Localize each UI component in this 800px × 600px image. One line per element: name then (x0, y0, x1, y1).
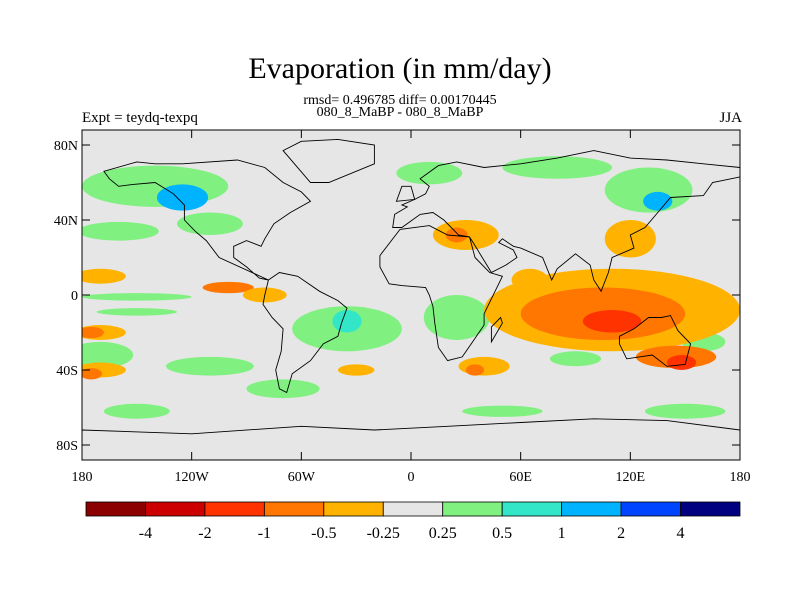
anomaly-region (643, 191, 673, 211)
anomaly-region (82, 326, 104, 339)
case-subtitle: 080_8_MaBP - 080_8_MaBP (316, 105, 484, 120)
colorbar-swatch (263, 501, 325, 517)
stats-subtitle: rmsd= 0.496785 diff= 0.00170445 (303, 93, 497, 108)
anomaly-region (82, 221, 159, 241)
anomaly-region (177, 212, 243, 235)
anomaly-region (549, 351, 602, 367)
lat-tick-label: 40S (56, 364, 78, 379)
coastline (82, 418, 740, 460)
colorbar-label: 4 (677, 525, 685, 542)
lon-tick-label: 60E (509, 470, 532, 485)
colorbar-swatch (382, 501, 444, 517)
lat-tick-label: 80N (54, 139, 78, 154)
anomaly-region (82, 268, 126, 284)
colorbar-label: -4 (139, 525, 152, 542)
anomaly-region (166, 356, 254, 376)
colorbar-swatch (620, 501, 681, 517)
coastline (103, 159, 312, 281)
anomaly-regions (82, 156, 740, 419)
coastline (490, 316, 503, 344)
colorbar-label: -1 (258, 525, 271, 542)
anomaly-region (396, 161, 463, 185)
colorbar-swatch (501, 501, 563, 517)
lon-tick-label: 180 (730, 470, 751, 485)
colorbar-swatch (145, 501, 206, 517)
colorbar-swatch (85, 501, 146, 517)
coastline (262, 272, 348, 394)
colorbar-label: 2 (617, 525, 625, 542)
anomaly-region (666, 355, 697, 370)
anomaly-region (462, 405, 543, 417)
lon-tick-label: 60W (288, 470, 316, 485)
anomaly-region (644, 403, 726, 419)
colorbar-label: -2 (198, 525, 211, 542)
lon-tick-label: 180 (72, 470, 93, 485)
coastline (282, 138, 375, 183)
lon-tick-label: 120E (616, 470, 646, 485)
coastline (392, 150, 740, 293)
lon-tick-label: 0 (408, 470, 415, 485)
colorbar-swatch (680, 501, 741, 517)
colorbar-swatch (204, 501, 265, 517)
anomaly-region (445, 227, 468, 243)
anomaly-region (465, 364, 485, 376)
colorbar-label: 0.25 (429, 525, 457, 542)
anomaly-region (332, 310, 362, 333)
lat-tick-label: 0 (71, 289, 78, 304)
anomaly-region (82, 293, 192, 301)
anomaly-region (337, 364, 375, 376)
axis-ticks: 80N 40N 0 40S 80S 180 120W 60W 0 60E 120E 180 (54, 130, 751, 485)
anomaly-region (202, 281, 254, 294)
anomaly-region (604, 220, 656, 258)
anomaly-region (458, 356, 510, 376)
coastline (395, 185, 416, 202)
anomaly-region (82, 368, 103, 380)
colorbar-label: -0.25 (367, 525, 400, 542)
colorbar-swatch (561, 501, 622, 517)
anomaly-region (511, 268, 549, 292)
lon-tick-label: 120W (175, 470, 210, 485)
coastline (379, 225, 504, 362)
colorbar-label: 0.5 (492, 525, 512, 542)
anomaly-region (246, 379, 320, 399)
page-title: Evaporation (in mm/day) (248, 52, 552, 85)
anomaly-region (82, 341, 134, 369)
lat-tick-label: 80S (56, 439, 78, 454)
anomaly-region (502, 156, 613, 179)
lat-tick-label: 40N (54, 214, 78, 229)
experiment-label: Expt = teydq-texpq (82, 110, 198, 126)
colorbar-swatch (323, 501, 384, 517)
colorbar-label: 1 (558, 525, 566, 542)
colorbar-label: -0.5 (311, 525, 336, 542)
coastline (618, 315, 692, 367)
coastlines (82, 138, 740, 460)
colorbar-swatch (442, 501, 503, 517)
anomaly-region (96, 308, 178, 316)
anomaly-region (156, 184, 209, 211)
anomaly-region (103, 403, 170, 419)
anomaly-region (423, 295, 490, 340)
season-label: JJA (719, 110, 742, 126)
colorbar: -4 -2 -1 -0.5 -0.25 0.25 0.5 1 2 4 (85, 501, 741, 542)
anomaly-region (582, 310, 642, 333)
